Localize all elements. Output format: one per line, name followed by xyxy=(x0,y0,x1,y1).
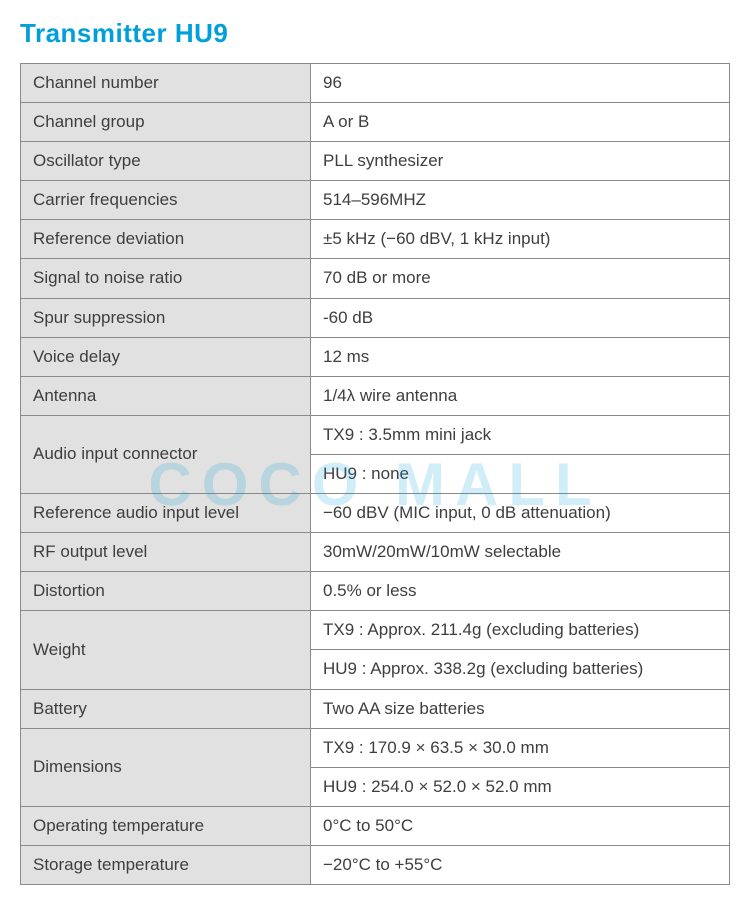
spec-table: Channel number96Channel groupA or BOscil… xyxy=(20,63,730,885)
table-row: Oscillator typePLL synthesizer xyxy=(21,142,730,181)
table-row: BatteryTwo AA size batteries xyxy=(21,689,730,728)
table-row: Voice delay12 ms xyxy=(21,337,730,376)
spec-value: TX9 : 170.9 × 63.5 × 30.0 mm xyxy=(311,728,730,767)
spec-value: 0.5% or less xyxy=(311,572,730,611)
spec-label: Antenna xyxy=(21,376,311,415)
table-row: Reference audio input level−60 dBV (MIC … xyxy=(21,494,730,533)
table-row: Reference deviation±5 kHz (−60 dBV, 1 kH… xyxy=(21,220,730,259)
spec-label: Channel number xyxy=(21,64,311,103)
table-row: Signal to noise ratio70 dB or more xyxy=(21,259,730,298)
spec-label: Oscillator type xyxy=(21,142,311,181)
table-row: Carrier frequencies514–596MHZ xyxy=(21,181,730,220)
spec-value: PLL synthesizer xyxy=(311,142,730,181)
spec-sheet-container: Transmitter HU9 Channel number96Channel … xyxy=(0,0,750,905)
spec-value: TX9 : 3.5mm mini jack xyxy=(311,415,730,454)
table-row: Operating temperature0°C to 50°C xyxy=(21,806,730,845)
spec-label: Weight xyxy=(21,611,311,689)
spec-value: 70 dB or more xyxy=(311,259,730,298)
spec-value: −20°C to +55°C xyxy=(311,845,730,884)
table-row: Spur suppression-60 dB xyxy=(21,298,730,337)
table-row: Antenna1/4λ wire antenna xyxy=(21,376,730,415)
table-row: Channel number96 xyxy=(21,64,730,103)
spec-label: Operating temperature xyxy=(21,806,311,845)
spec-label: Battery xyxy=(21,689,311,728)
spec-label: Signal to noise ratio xyxy=(21,259,311,298)
spec-value: -60 dB xyxy=(311,298,730,337)
spec-value: −60 dBV (MIC input, 0 dB attenuation) xyxy=(311,494,730,533)
spec-value: A or B xyxy=(311,103,730,142)
table-row: WeightTX9 : Approx. 211.4g (excluding ba… xyxy=(21,611,730,650)
spec-value: 514–596MHZ xyxy=(311,181,730,220)
table-row: Channel groupA or B xyxy=(21,103,730,142)
spec-value: Two AA size batteries xyxy=(311,689,730,728)
spec-value: 12 ms xyxy=(311,337,730,376)
spec-label: Reference deviation xyxy=(21,220,311,259)
table-row: Audio input connectorTX9 : 3.5mm mini ja… xyxy=(21,415,730,454)
table-row: RF output level30mW/20mW/10mW selectable xyxy=(21,533,730,572)
spec-label: RF output level xyxy=(21,533,311,572)
spec-value: TX9 : Approx. 211.4g (excluding batterie… xyxy=(311,611,730,650)
spec-label: Carrier frequencies xyxy=(21,181,311,220)
spec-label: Distortion xyxy=(21,572,311,611)
spec-value: HU9 : Approx. 338.2g (excluding batterie… xyxy=(311,650,730,689)
spec-value: HU9 : 254.0 × 52.0 × 52.0 mm xyxy=(311,767,730,806)
spec-value: HU9 : none xyxy=(311,454,730,493)
page-title: Transmitter HU9 xyxy=(20,18,730,49)
spec-value: 1/4λ wire antenna xyxy=(311,376,730,415)
table-row: DimensionsTX9 : 170.9 × 63.5 × 30.0 mm xyxy=(21,728,730,767)
table-row: Distortion0.5% or less xyxy=(21,572,730,611)
spec-label: Channel group xyxy=(21,103,311,142)
spec-label: Reference audio input level xyxy=(21,494,311,533)
spec-label: Spur suppression xyxy=(21,298,311,337)
spec-value: 30mW/20mW/10mW selectable xyxy=(311,533,730,572)
spec-label: Storage temperature xyxy=(21,845,311,884)
spec-label: Audio input connector xyxy=(21,415,311,493)
spec-label: Voice delay xyxy=(21,337,311,376)
spec-value: 96 xyxy=(311,64,730,103)
spec-value: ±5 kHz (−60 dBV, 1 kHz input) xyxy=(311,220,730,259)
spec-value: 0°C to 50°C xyxy=(311,806,730,845)
table-row: Storage temperature−20°C to +55°C xyxy=(21,845,730,884)
spec-label: Dimensions xyxy=(21,728,311,806)
